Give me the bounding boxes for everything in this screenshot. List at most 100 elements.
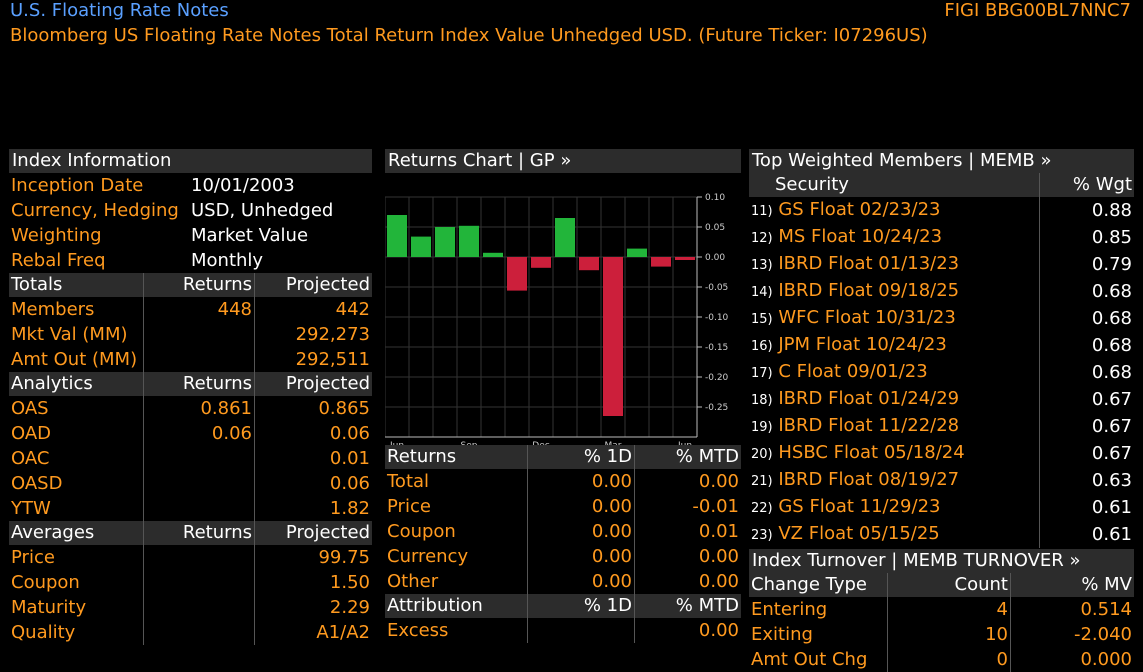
returns-mtd: 0.00 — [698, 471, 739, 492]
analytics-projected: 0.06 — [329, 423, 370, 444]
totals-label: Members — [9, 297, 144, 322]
y-tick-label: 0.10 — [705, 193, 725, 203]
returns-header-row: Returns % 1D % MTD — [385, 445, 741, 469]
chart-bar — [675, 257, 695, 260]
member-row[interactable]: 16) JPM Float 10/24/23 0.68 — [749, 332, 1134, 359]
member-security[interactable]: IBRD Float 08/19/27 — [778, 469, 960, 490]
chart-bar — [651, 257, 671, 267]
returns-row: Other 0.00 0.00 — [385, 569, 741, 594]
returns-row: Total 0.00 0.00 — [385, 469, 741, 494]
member-index: 18) — [751, 393, 773, 408]
analytics-returns — [143, 471, 255, 496]
attribution-d1 — [527, 618, 635, 643]
index-info-value: Monthly — [191, 250, 264, 271]
index-info-table: Inception Date 10/01/2003 Currency, Hedg… — [9, 173, 372, 273]
returns-label: Price — [385, 494, 528, 519]
returns-mtd: -0.01 — [692, 496, 739, 517]
analytics-projected: 0.06 — [329, 473, 370, 494]
chart-bar — [507, 257, 527, 291]
attribution-row: Excess 0.00 — [385, 618, 741, 643]
member-index: 22) — [751, 501, 773, 516]
analytics-row: OAC 0.01 — [9, 446, 372, 471]
totals-returns — [143, 347, 255, 372]
top-members-link[interactable]: Top Weighted Members | MEMB » — [749, 149, 1134, 173]
member-security[interactable]: IBRD Float 01/13/23 — [778, 253, 960, 274]
member-row[interactable]: 13) IBRD Float 01/13/23 0.79 — [749, 251, 1134, 278]
member-row[interactable]: 22) GS Float 11/29/23 0.61 — [749, 494, 1134, 521]
member-security[interactable]: VZ Float 05/15/25 — [778, 523, 940, 544]
analytics-label: OAD — [9, 421, 144, 446]
member-row[interactable]: 15) WFC Float 10/31/23 0.68 — [749, 305, 1134, 332]
member-index: 13) — [751, 258, 773, 273]
index-info-label: Inception Date — [11, 175, 144, 196]
returns-mtd: 0.00 — [698, 546, 739, 567]
turnover-label: Exiting — [749, 622, 888, 647]
chart-bar — [435, 227, 455, 257]
returns-col-header: Returns — [143, 372, 255, 396]
member-row[interactable]: 20) HSBC Float 05/18/24 0.67 — [749, 440, 1134, 467]
index-info-value: USD, Unhedged — [191, 200, 334, 221]
member-security[interactable]: IBRD Float 11/22/28 — [778, 415, 960, 436]
averages-header-row: Averages Returns Projected — [9, 521, 372, 545]
returns-mtd: 0.01 — [698, 521, 739, 542]
wgt-col-header: % Wgt — [1039, 173, 1134, 197]
averages-label: Coupon — [9, 570, 144, 595]
averages-projected: 99.75 — [318, 547, 370, 568]
member-row[interactable]: 17) C Float 09/01/23 0.68 — [749, 359, 1134, 386]
member-weight: 0.61 — [1091, 524, 1132, 545]
turnover-mv: 0.000 — [1080, 649, 1132, 670]
projected-col-header: Projected — [254, 273, 372, 297]
analytics-row: OAS 0.861 0.865 — [9, 396, 372, 421]
figi-code: FIGI BBG00BL7NNC7 — [944, 0, 1131, 21]
member-security[interactable]: C Float 09/01/23 — [778, 361, 928, 382]
index-info-label: Currency, Hedging — [11, 200, 179, 221]
returns-d1: 0.00 — [527, 569, 635, 594]
member-security[interactable]: GS Float 02/23/23 — [778, 199, 941, 220]
averages-returns — [143, 570, 255, 595]
member-weight: 0.68 — [1091, 308, 1132, 329]
member-row[interactable]: 11) GS Float 02/23/23 0.88 — [749, 197, 1134, 224]
averages-label: Maturity — [9, 595, 144, 620]
returns-chart-link[interactable]: Returns Chart | GP » — [385, 149, 741, 173]
member-security[interactable]: MS Float 10/24/23 — [778, 226, 943, 247]
member-security[interactable]: JPM Float 10/24/23 — [778, 334, 947, 355]
y-tick-label: -0.15 — [705, 343, 728, 353]
averages-row: Maturity 2.29 — [9, 595, 372, 620]
analytics-label: YTW — [9, 496, 144, 521]
member-row[interactable]: 14) IBRD Float 09/18/25 0.68 — [749, 278, 1134, 305]
member-index: 23) — [751, 528, 773, 543]
member-weight: 0.68 — [1091, 362, 1132, 383]
returns-label: Other — [385, 569, 528, 594]
member-security[interactable]: IBRD Float 01/24/29 — [778, 388, 960, 409]
member-security[interactable]: IBRD Float 09/18/25 — [778, 280, 960, 301]
analytics-label: OAS — [9, 396, 144, 421]
returns-d1: 0.00 — [527, 469, 635, 494]
member-row[interactable]: 19) IBRD Float 11/22/28 0.67 — [749, 413, 1134, 440]
averages-projected: A1/A2 — [316, 622, 370, 643]
member-security[interactable]: GS Float 11/29/23 — [778, 496, 941, 517]
averages-row: Quality A1/A2 — [9, 620, 372, 645]
index-info-value: Market Value — [191, 225, 309, 246]
turnover-label: Amt Out Chg — [749, 647, 888, 672]
averages-header: Averages — [9, 521, 144, 545]
member-index: 20) — [751, 447, 773, 462]
totals-returns — [143, 322, 255, 347]
totals-row: Members 448 442 — [9, 297, 372, 322]
member-security[interactable]: WFC Float 10/31/23 — [778, 307, 956, 328]
member-security[interactable]: HSBC Float 05/18/24 — [778, 442, 965, 463]
analytics-projected: 0.865 — [318, 398, 370, 419]
turnover-link[interactable]: Index Turnover | MEMB TURNOVER » — [749, 549, 1134, 573]
member-weight: 0.61 — [1091, 497, 1132, 518]
averages-label: Quality — [9, 620, 144, 645]
member-row[interactable]: 12) MS Float 10/24/23 0.85 — [749, 224, 1134, 251]
chart-bar — [579, 257, 599, 271]
member-index: 11) — [751, 204, 773, 219]
member-weight: 0.67 — [1091, 416, 1132, 437]
averages-returns — [143, 545, 255, 570]
member-row[interactable]: 23) VZ Float 05/15/25 0.61 — [749, 521, 1134, 548]
chart-bar — [459, 225, 479, 257]
member-row[interactable]: 21) IBRD Float 08/19/27 0.63 — [749, 467, 1134, 494]
member-row[interactable]: 18) IBRD Float 01/24/29 0.67 — [749, 386, 1134, 413]
mtd-col-header: % MTD — [634, 594, 741, 618]
totals-projected: 292,273 — [295, 324, 370, 345]
